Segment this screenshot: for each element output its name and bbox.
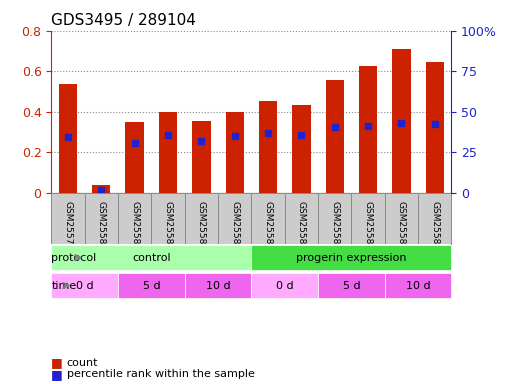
FancyBboxPatch shape bbox=[318, 273, 385, 298]
Text: 0 d: 0 d bbox=[76, 281, 93, 291]
Bar bbox=[259, 101, 277, 193]
FancyBboxPatch shape bbox=[185, 273, 251, 298]
Bar bbox=[92, 185, 110, 193]
Text: GSM255834: GSM255834 bbox=[430, 200, 439, 255]
Text: 10 d: 10 d bbox=[206, 281, 230, 291]
Text: time: time bbox=[51, 281, 76, 291]
Text: 5 d: 5 d bbox=[143, 281, 160, 291]
Bar bbox=[226, 112, 244, 193]
Text: count: count bbox=[67, 358, 98, 368]
Text: percentile rank within the sample: percentile rank within the sample bbox=[67, 369, 254, 379]
FancyBboxPatch shape bbox=[118, 273, 185, 298]
Text: GSM255808: GSM255808 bbox=[164, 200, 172, 255]
Text: ■: ■ bbox=[51, 368, 63, 381]
FancyBboxPatch shape bbox=[51, 245, 251, 270]
Text: progerin expression: progerin expression bbox=[296, 253, 407, 263]
Text: 5 d: 5 d bbox=[343, 281, 360, 291]
Text: 10 d: 10 d bbox=[406, 281, 430, 291]
FancyBboxPatch shape bbox=[251, 273, 318, 298]
Text: GSM255833: GSM255833 bbox=[397, 200, 406, 255]
Text: GSM255807: GSM255807 bbox=[130, 200, 139, 255]
Text: GSM255831: GSM255831 bbox=[330, 200, 339, 255]
Text: GSM255830: GSM255830 bbox=[297, 200, 306, 255]
Text: GSM255809: GSM255809 bbox=[197, 200, 206, 255]
FancyBboxPatch shape bbox=[51, 273, 118, 298]
FancyBboxPatch shape bbox=[385, 273, 451, 298]
Bar bbox=[359, 66, 377, 193]
Text: GSM255832: GSM255832 bbox=[364, 200, 372, 255]
Bar bbox=[426, 62, 444, 193]
Text: 0 d: 0 d bbox=[276, 281, 293, 291]
Text: GSM255829: GSM255829 bbox=[264, 200, 272, 255]
Bar bbox=[326, 80, 344, 193]
Text: ■: ■ bbox=[51, 356, 63, 369]
Text: GDS3495 / 289104: GDS3495 / 289104 bbox=[51, 13, 196, 28]
Text: protocol: protocol bbox=[51, 253, 96, 263]
Bar bbox=[59, 84, 77, 193]
Bar bbox=[192, 121, 210, 193]
Bar bbox=[159, 112, 177, 193]
Bar bbox=[126, 122, 144, 193]
FancyBboxPatch shape bbox=[251, 245, 451, 270]
Text: GSM255828: GSM255828 bbox=[230, 200, 239, 255]
Bar bbox=[392, 49, 410, 193]
Text: GSM255774: GSM255774 bbox=[64, 200, 72, 255]
Text: control: control bbox=[132, 253, 171, 263]
Text: GSM255806: GSM255806 bbox=[97, 200, 106, 255]
Bar bbox=[292, 105, 310, 193]
